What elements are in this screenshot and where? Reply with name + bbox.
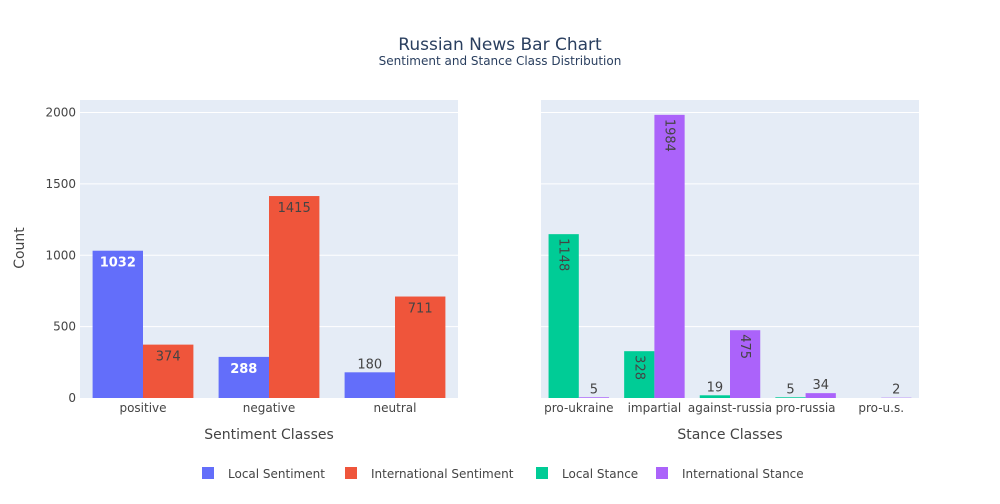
plots-group: 0 500 1000 1500 2000 1032 374 positive 288 1415 ne… <box>45 100 919 443</box>
bar-value-label: 475 <box>737 334 752 359</box>
legend-item[interactable]: International Stance <box>656 467 804 481</box>
legend-label: International Sentiment <box>371 467 514 481</box>
legend-swatch <box>202 467 214 479</box>
bar-value-label: 1032 <box>100 256 136 271</box>
subplot-2: 1148 5 pro-ukraine 328 1984 impartial 19 475 aga… <box>541 100 919 443</box>
bar <box>93 251 143 398</box>
y-tick-label: 1500 <box>45 177 76 191</box>
y-tick-label: 1000 <box>45 248 76 262</box>
subplot-1: 0 500 1000 1500 2000 1032 374 positive 288 1415 ne… <box>45 100 458 443</box>
bar-value-label: 288 <box>230 362 257 377</box>
x-axis-label: Stance Classes <box>677 427 782 443</box>
x-tick-label: positive <box>119 401 166 415</box>
x-tick-label: impartial <box>628 401 682 415</box>
bar <box>806 393 836 398</box>
y-tick-label: 2000 <box>45 106 76 120</box>
legend: Local Sentiment International Sentiment Lo… <box>202 467 804 481</box>
legend-item[interactable]: Local Sentiment <box>202 467 325 481</box>
x-tick-label: pro-ukraine <box>544 401 613 415</box>
chart-title: Russian News Bar Chart <box>398 35 602 55</box>
bar-value-label: 374 <box>156 350 181 365</box>
bar <box>654 115 684 398</box>
y-tick-label: 0 <box>68 391 76 405</box>
bar-value-label: 180 <box>357 357 382 372</box>
bar <box>345 372 395 398</box>
bar-value-label: 5 <box>590 382 598 397</box>
bar-value-label: 1415 <box>278 201 311 216</box>
legend-swatch <box>536 467 548 479</box>
bar-value-label: 2 <box>892 383 900 398</box>
chart-subtitle: Sentiment and Stance Class Distribution <box>379 54 622 68</box>
legend-label: Local Sentiment <box>228 467 325 481</box>
x-tick-label: against-russia <box>688 401 772 415</box>
bar <box>775 397 805 398</box>
legend-swatch <box>656 467 668 479</box>
bar <box>269 196 319 398</box>
legend-label: Local Stance <box>562 467 638 481</box>
legend-item[interactable]: Local Stance <box>536 467 638 481</box>
x-tick-label: negative <box>243 401 295 415</box>
bar-value-label: 711 <box>408 302 433 317</box>
bar-value-label: 1148 <box>556 238 571 271</box>
x-tick-label: neutral <box>374 401 417 415</box>
x-tick-label: pro-u.s. <box>858 401 904 415</box>
bar <box>700 395 730 398</box>
bar-value-label: 328 <box>631 355 646 380</box>
x-tick-label: pro-russia <box>776 401 836 415</box>
y-tick-label: 500 <box>53 320 76 334</box>
y-axis-label: Count <box>12 227 28 269</box>
legend-swatch <box>345 467 357 479</box>
bar-value-label: 1984 <box>662 119 677 152</box>
bar-value-label: 5 <box>786 382 794 397</box>
legend-item[interactable]: International Sentiment <box>345 467 514 481</box>
bar-value-label: 34 <box>812 378 829 393</box>
legend-label: International Stance <box>682 467 804 481</box>
bar-value-label: 19 <box>707 380 724 395</box>
x-axis-label: Sentiment Classes <box>204 427 334 443</box>
bar <box>579 397 609 398</box>
